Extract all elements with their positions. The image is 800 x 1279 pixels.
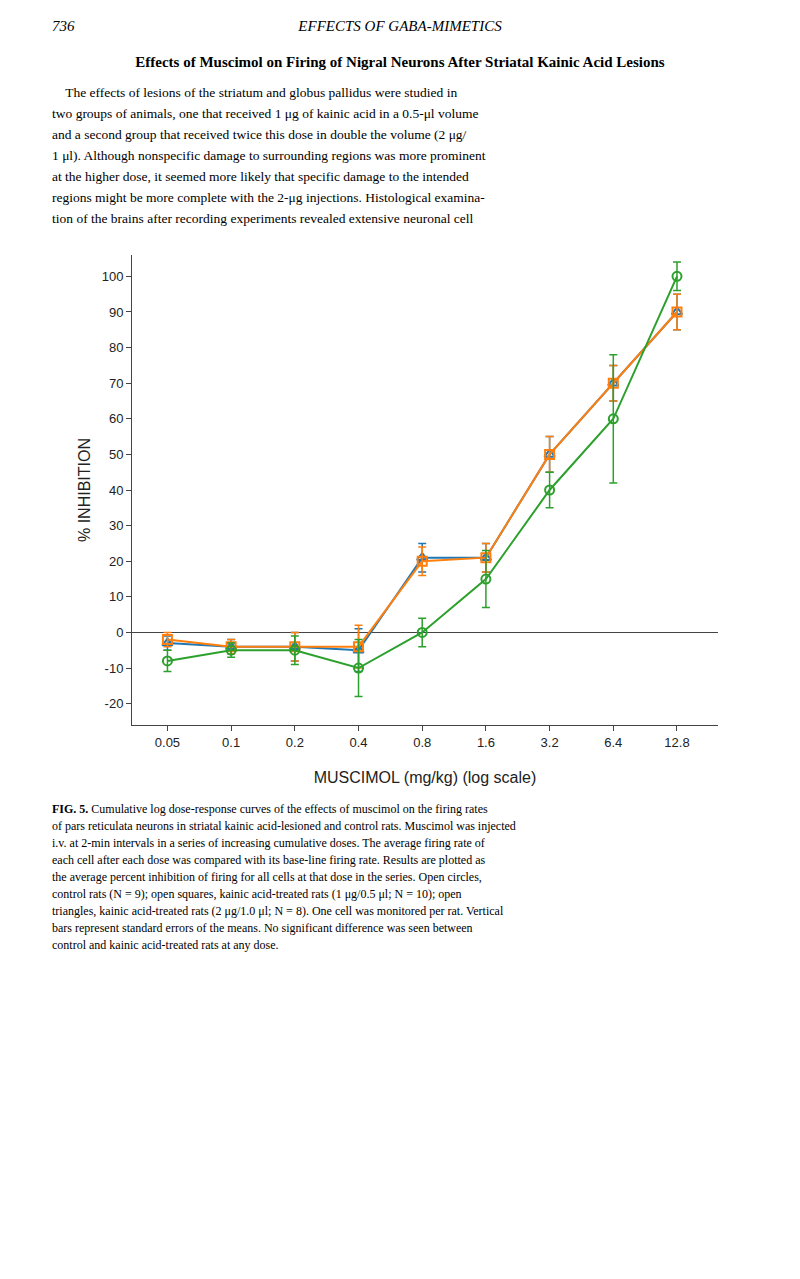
html-text:bars represent standard errors: bars represent standard errors of the me…: [52, 921, 473, 935]
svg-text:6.4: 6.4: [604, 735, 622, 750]
svg-text:1.6: 1.6: [477, 735, 495, 750]
html-text:and a second group that receiv: and a second group that received twice t…: [52, 127, 467, 142]
html-text:736: 736: [52, 18, 75, 34]
svg-text:30: 30: [109, 518, 123, 533]
html-text:i.v. at 2-min intervals in a s: i.v. at 2-min intervals in a series of i…: [52, 836, 485, 850]
html-text:two groups of animals, one tha: two groups of animals, one that received…: [52, 106, 479, 121]
svg-text:0.8: 0.8: [413, 735, 431, 750]
svg-text:0.2: 0.2: [286, 735, 304, 750]
html-text:regions might be more complete: regions might be more complete with the …: [52, 190, 485, 205]
html-text:control rats (N = 9); open squ: control rats (N = 9); open squares, kain…: [52, 887, 462, 901]
html-text:The effects of lesions of the: The effects of lesions of the striatum a…: [52, 85, 458, 100]
svg-text:MUSCIMOL (mg/kg) (log scale): MUSCIMOL (mg/kg) (log scale): [314, 769, 537, 786]
svg-text:0: 0: [116, 625, 123, 640]
html-text:Effects of Muscimol on Firing: Effects of Muscimol on Firing of Nigral …: [135, 54, 665, 70]
html-text:control and kainic acid-treate: control and kainic acid-treated rats at …: [52, 938, 279, 952]
svg-text:12.8: 12.8: [664, 735, 689, 750]
html-text:tion of the brains after recor: tion of the brains after recording exper…: [52, 211, 474, 226]
svg-text:3.2: 3.2: [541, 735, 559, 750]
html-text:of pars reticulata neurons in: of pars reticulata neurons in striatal k…: [52, 819, 516, 833]
html-text:at the higher dose, it seemed: at the higher dose, it seemed more likel…: [52, 169, 469, 184]
svg-text:% INHIBITION: % INHIBITION: [76, 438, 93, 542]
svg-text:-20: -20: [105, 696, 124, 711]
svg-text:20: 20: [109, 554, 123, 569]
svg-text:70: 70: [109, 376, 123, 391]
html-text:each cell after each dose was: each cell after each dose was compared w…: [52, 853, 486, 867]
svg-text:0.4: 0.4: [349, 735, 367, 750]
svg-text:-10: -10: [105, 661, 124, 676]
svg-text:0.05: 0.05: [155, 735, 180, 750]
html-text:the average percent inhibition: the average percent inhibition of firing…: [52, 870, 482, 884]
svg-text:0.1: 0.1: [222, 735, 240, 750]
svg-text:50: 50: [109, 447, 123, 462]
html-text:triangles, kainic acid-treated: triangles, kainic acid-treated rats (2 μ…: [52, 904, 504, 918]
html-text:FIG. 5. Cumulative log dose-re: FIG. 5. Cumulative log dose-response cur…: [52, 802, 488, 816]
svg-text:60: 60: [109, 411, 123, 426]
svg-text:80: 80: [109, 340, 123, 355]
svg-text:100: 100: [102, 269, 124, 284]
svg-text:10: 10: [109, 589, 123, 604]
svg-text:90: 90: [109, 305, 123, 320]
html-text:1 μl). Although nonspecific da: 1 μl). Although nonspecific damage to su…: [52, 148, 486, 163]
svg-text:40: 40: [109, 483, 123, 498]
html-text:EFFECTS OF GABA-MIMETICS: EFFECTS OF GABA-MIMETICS: [298, 18, 502, 34]
